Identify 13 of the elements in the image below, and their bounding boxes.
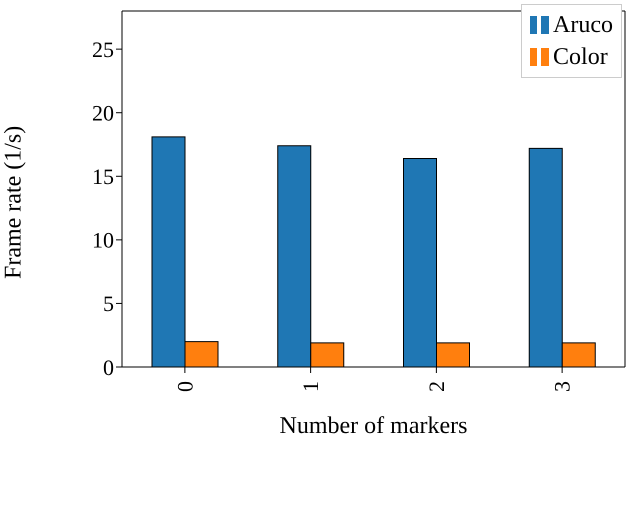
legend-label: Aruco: [553, 11, 613, 40]
y-tick-label: 20: [92, 100, 114, 126]
legend-label: Color: [553, 43, 608, 72]
x-tick-label: 2: [424, 381, 449, 392]
y-tick-label: 25: [92, 36, 114, 62]
x-axis-title: Number of markers: [280, 413, 468, 439]
x-tick-label: 1: [298, 381, 324, 392]
x-tick-label: 3: [550, 381, 575, 392]
y-tick-label: 5: [103, 291, 114, 316]
x-tick-label: 0: [172, 381, 198, 392]
y-axis-title: Frame rate (1/s): [0, 126, 27, 279]
y-tick-label: 10: [92, 228, 114, 253]
y-tick-label: 15: [92, 164, 114, 190]
